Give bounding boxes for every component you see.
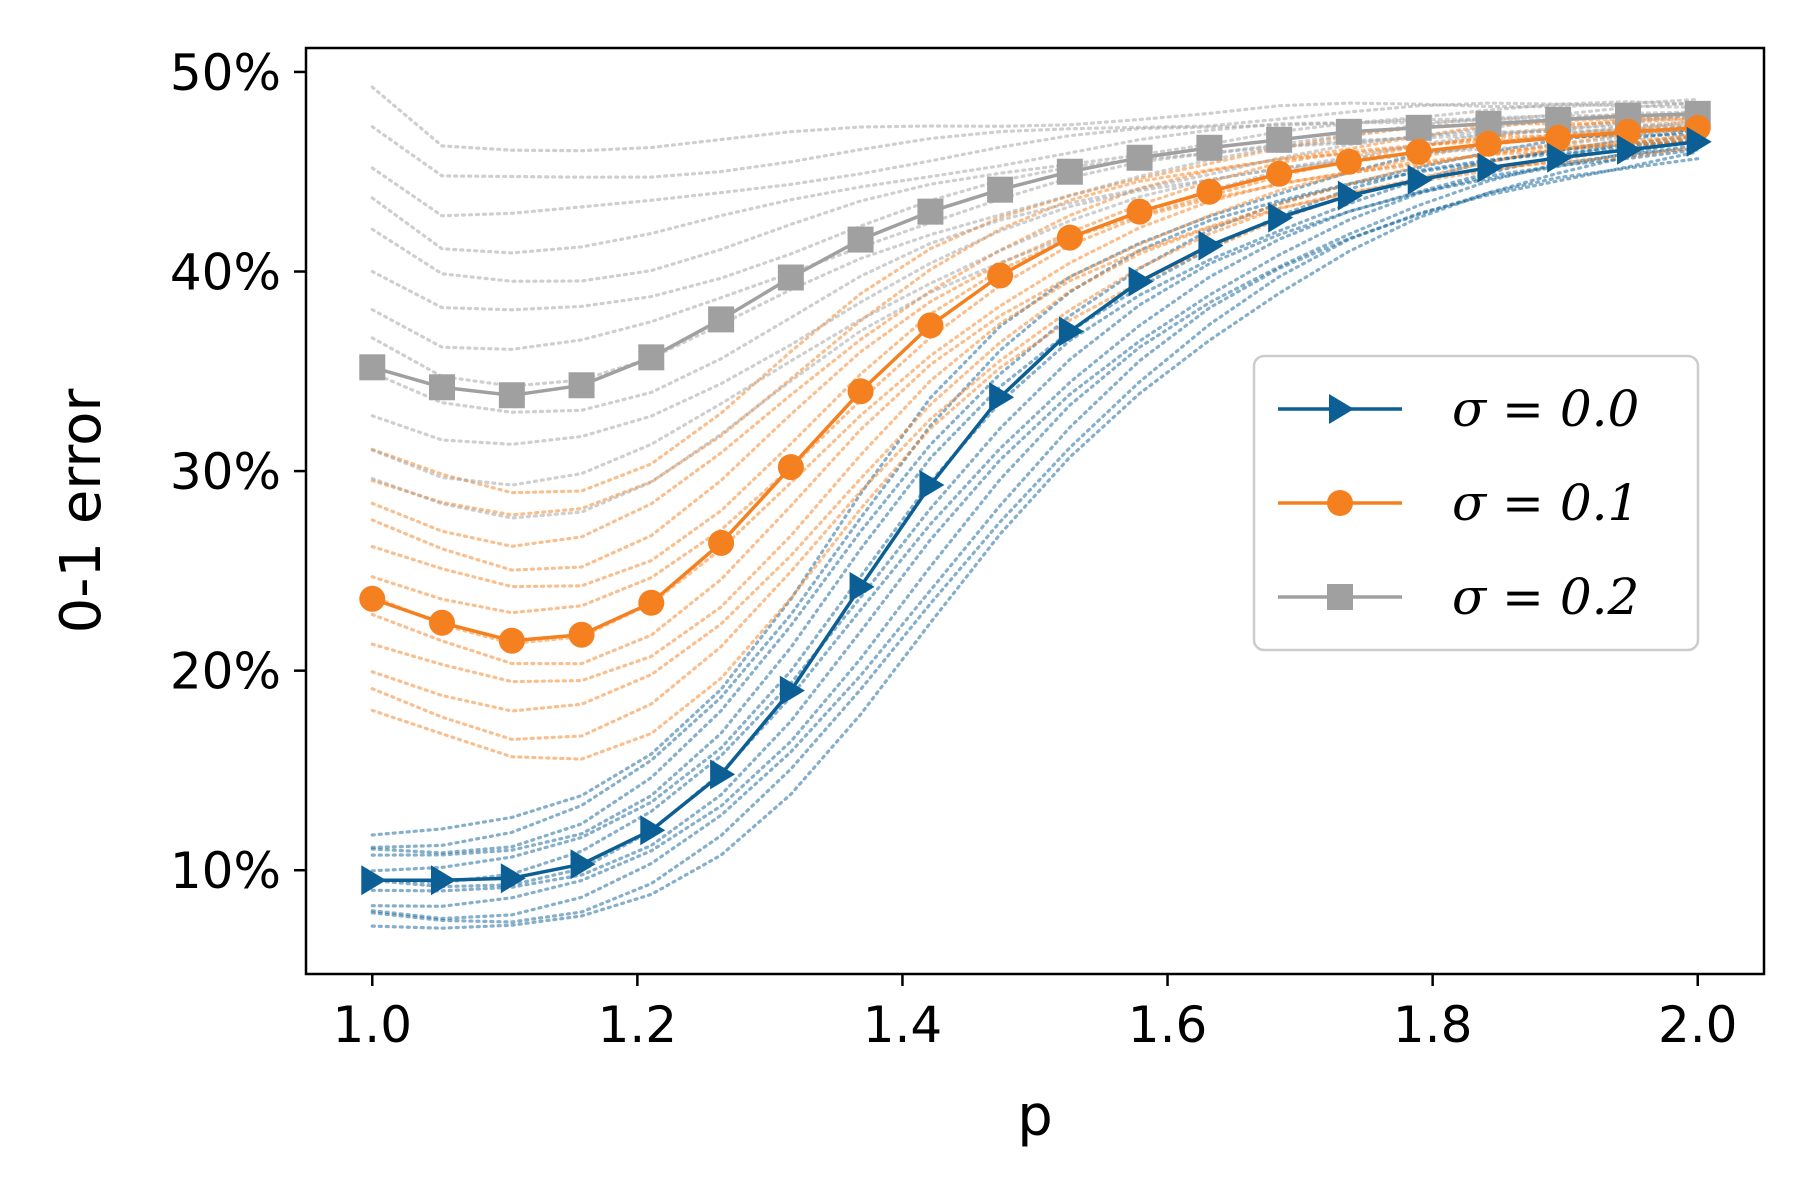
dotted-trace bbox=[370, 124, 1700, 520]
x-tick-label: 1.4 bbox=[863, 996, 943, 1054]
data-point bbox=[849, 571, 875, 602]
data-point bbox=[430, 865, 456, 896]
data-point bbox=[708, 306, 735, 333]
legend-label: σ = 0.2 bbox=[1452, 568, 1639, 626]
legend-label: σ = 0.0 bbox=[1452, 380, 1639, 438]
dotted-trace bbox=[370, 85, 1700, 153]
data-point bbox=[1337, 180, 1363, 211]
data-point bbox=[428, 609, 455, 636]
data-point bbox=[1407, 164, 1433, 195]
y-axis-label: 0-1 error bbox=[49, 388, 114, 634]
data-point bbox=[1126, 144, 1153, 171]
data-point bbox=[570, 849, 596, 880]
x-tick-label: 1.8 bbox=[1393, 996, 1473, 1054]
x-tick-label: 1.6 bbox=[1128, 996, 1208, 1054]
dotted-trace bbox=[370, 140, 1700, 873]
legend-box bbox=[1252, 354, 1700, 652]
legend-label: σ = 0.1 bbox=[1452, 474, 1639, 532]
data-point bbox=[1266, 160, 1293, 187]
data-point bbox=[847, 226, 874, 253]
series-line bbox=[372, 140, 1698, 882]
data-point bbox=[710, 759, 736, 790]
dotted-trace bbox=[370, 138, 1700, 857]
data-point bbox=[1056, 158, 1083, 185]
data-point bbox=[779, 675, 805, 706]
x-axis-label: p bbox=[1017, 1084, 1053, 1149]
data-point bbox=[1198, 230, 1224, 261]
dotted-trace bbox=[370, 148, 1700, 893]
data-point bbox=[1617, 134, 1643, 165]
series-layer bbox=[359, 100, 1712, 896]
data-point bbox=[568, 372, 595, 399]
x-axis: 1.0 1.2 1.4 1.6 1.8 2.0 bbox=[333, 974, 1738, 1054]
dotted-trace bbox=[370, 135, 1700, 885]
y-tick-label: 20% bbox=[170, 643, 281, 701]
data-point bbox=[1545, 124, 1572, 151]
data-point bbox=[1268, 202, 1294, 233]
data-point bbox=[708, 529, 735, 556]
legend-marker bbox=[1327, 584, 1353, 610]
data-point bbox=[1058, 316, 1084, 347]
dotted-trace bbox=[370, 128, 1700, 850]
data-point bbox=[359, 354, 386, 381]
y-tick-label: 10% bbox=[170, 842, 281, 900]
dotted-trace bbox=[370, 134, 1700, 713]
data-point bbox=[498, 382, 525, 409]
legend: σ = 0.0 σ = 0.1 σ = 0.2 bbox=[1252, 354, 1700, 652]
data-point bbox=[1196, 178, 1223, 205]
data-point bbox=[568, 621, 595, 648]
data-point bbox=[1128, 266, 1154, 297]
data-point bbox=[638, 589, 665, 616]
data-point bbox=[498, 627, 525, 654]
dotted-trace bbox=[370, 139, 1700, 889]
data-point bbox=[917, 312, 944, 339]
y-tick-label: 40% bbox=[170, 244, 281, 302]
data-point bbox=[1335, 118, 1362, 145]
data-point bbox=[361, 865, 387, 896]
data-point bbox=[919, 470, 945, 501]
dotted-trace bbox=[370, 146, 1700, 908]
data-point bbox=[428, 374, 455, 401]
data-point bbox=[989, 382, 1015, 413]
x-tick-label: 1.0 bbox=[333, 996, 413, 1054]
dotted-trace bbox=[370, 145, 1700, 761]
y-tick-label: 30% bbox=[170, 443, 281, 501]
dotted-trace bbox=[370, 142, 1700, 921]
data-point bbox=[1547, 142, 1573, 173]
data-point bbox=[847, 378, 874, 405]
data-point bbox=[1056, 224, 1083, 251]
data-point bbox=[500, 863, 526, 894]
data-point bbox=[987, 176, 1014, 203]
data-point bbox=[777, 264, 804, 291]
data-point bbox=[1196, 134, 1223, 161]
legend-marker bbox=[1329, 394, 1354, 424]
data-point bbox=[1477, 152, 1503, 183]
dotted-trace bbox=[370, 150, 1700, 924]
dotted-trace bbox=[370, 101, 1700, 179]
data-point bbox=[638, 344, 665, 371]
data-point bbox=[1405, 114, 1432, 141]
series-group bbox=[359, 100, 1711, 409]
data-point bbox=[917, 198, 944, 225]
data-point bbox=[1335, 148, 1362, 175]
data-point bbox=[359, 585, 386, 612]
data-point bbox=[777, 454, 804, 481]
data-point bbox=[987, 262, 1014, 289]
data-point bbox=[1266, 126, 1293, 153]
data-point bbox=[1126, 198, 1153, 225]
x-tick-label: 1.2 bbox=[598, 996, 678, 1054]
dotted-trace bbox=[370, 135, 1700, 742]
x-tick-label: 2.0 bbox=[1658, 996, 1738, 1054]
legend-marker bbox=[1327, 490, 1353, 516]
data-point bbox=[1686, 126, 1712, 157]
y-axis: 10% 20% 30% 40% 50% bbox=[170, 44, 306, 900]
y-tick-label: 50% bbox=[170, 44, 281, 102]
plot-frame bbox=[304, 46, 1766, 976]
series-group bbox=[361, 126, 1712, 896]
data-point bbox=[1405, 138, 1432, 165]
data-point bbox=[640, 815, 666, 846]
data-point bbox=[1475, 130, 1502, 157]
